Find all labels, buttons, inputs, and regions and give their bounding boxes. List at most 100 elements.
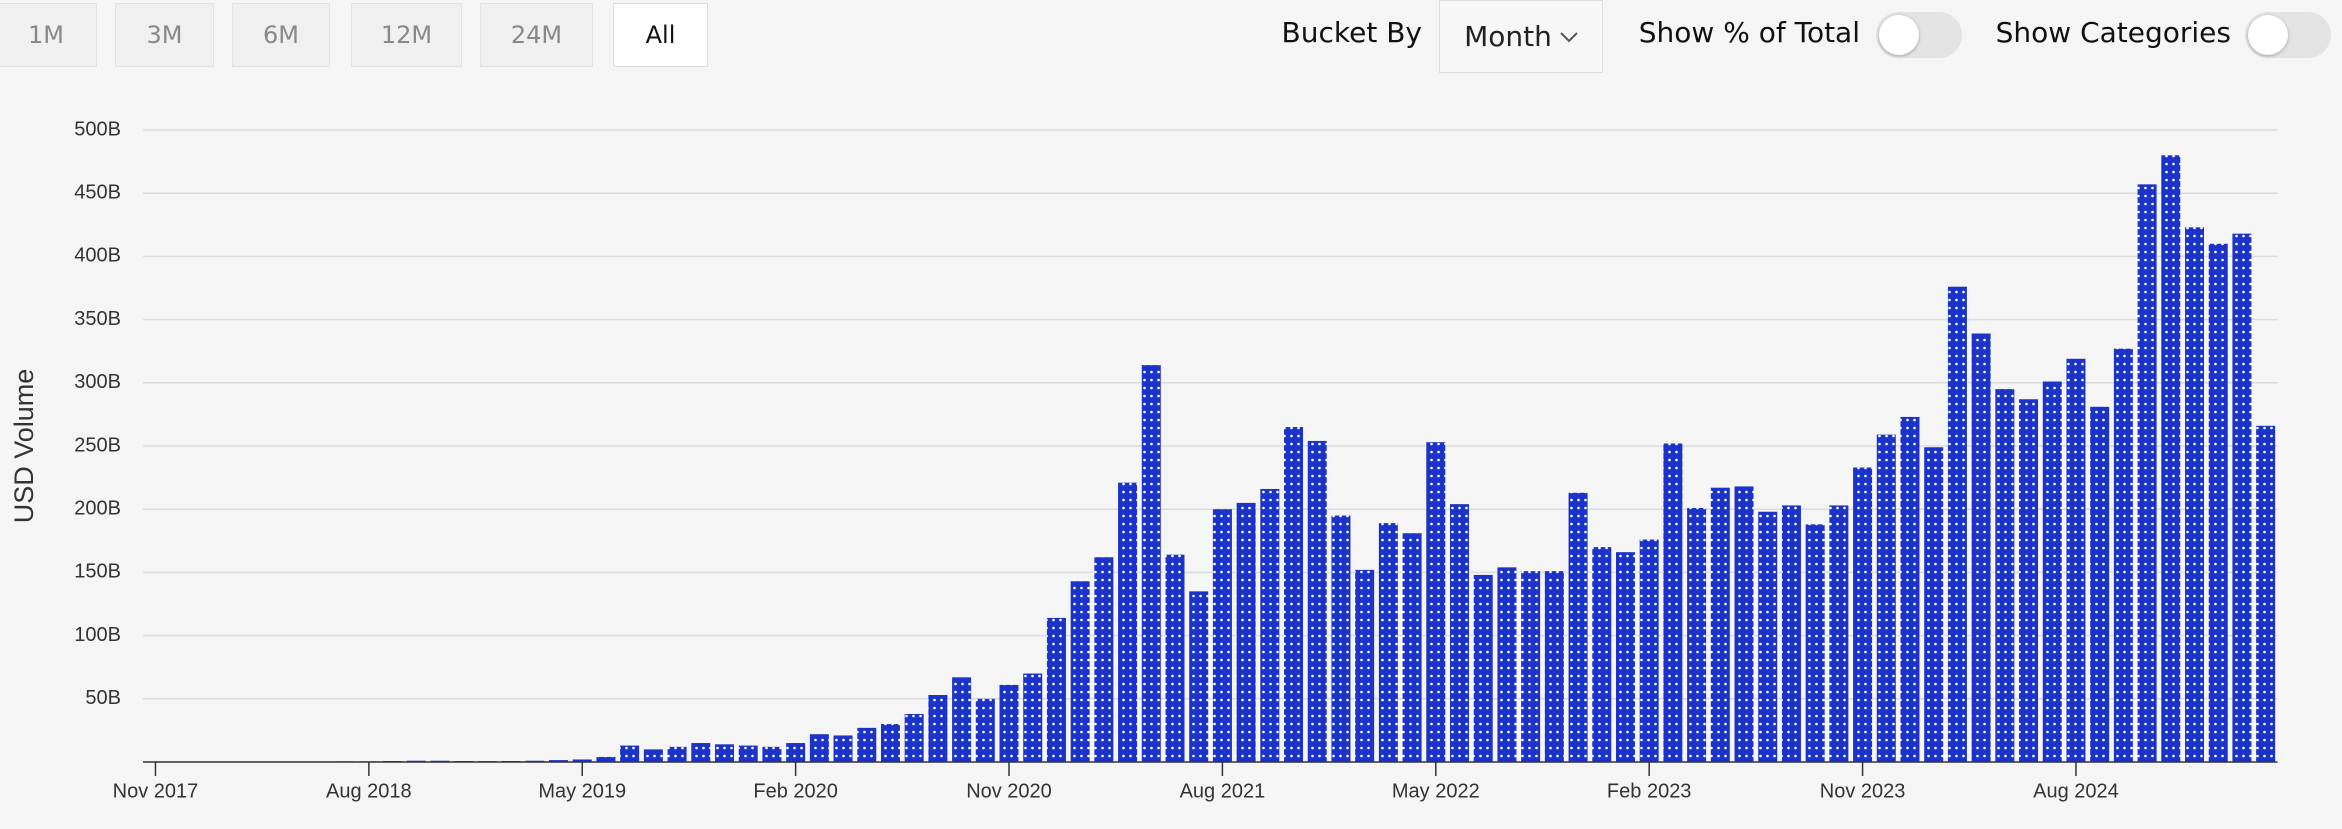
bar bbox=[762, 746, 782, 762]
range-button[interactable]: 6M bbox=[232, 3, 330, 67]
x-tick-label: Aug 2024 bbox=[2033, 780, 2119, 802]
range-button[interactable]: 12M bbox=[351, 3, 462, 67]
bar bbox=[1758, 511, 1778, 762]
bar bbox=[549, 760, 569, 762]
bar bbox=[1592, 547, 1612, 762]
bar bbox=[975, 698, 995, 762]
bar bbox=[1094, 557, 1114, 762]
bar bbox=[1687, 507, 1707, 762]
bar bbox=[1521, 571, 1541, 762]
bucket-value: Month bbox=[1464, 20, 1552, 53]
x-tick-label: Aug 2021 bbox=[1180, 780, 1266, 802]
y-tick-label: 300B bbox=[74, 371, 121, 393]
bar bbox=[1900, 416, 1920, 762]
toggle-label: Show Categories bbox=[1995, 16, 2231, 49]
bar bbox=[1165, 554, 1185, 762]
chevron bbox=[1560, 31, 1578, 42]
bar bbox=[1639, 539, 1659, 762]
y-tick-label: 100B bbox=[74, 624, 121, 646]
bar bbox=[880, 724, 900, 762]
bar bbox=[1212, 509, 1232, 762]
toggle[interactable] bbox=[1876, 12, 1962, 58]
bar bbox=[1378, 523, 1398, 762]
bar bbox=[1497, 567, 1517, 762]
bar bbox=[1260, 488, 1280, 762]
bar bbox=[809, 734, 829, 762]
y-tick-label: 250B bbox=[74, 434, 121, 456]
bar bbox=[1023, 673, 1043, 762]
y-tick-label: 500B bbox=[74, 118, 121, 140]
bar bbox=[1615, 552, 1635, 762]
bar bbox=[1355, 569, 1375, 762]
bar bbox=[1402, 533, 1422, 762]
bar bbox=[1995, 389, 2015, 762]
bar bbox=[1710, 487, 1730, 762]
bar bbox=[2042, 381, 2062, 762]
bar bbox=[1853, 467, 1873, 762]
bar bbox=[1544, 571, 1564, 762]
x-tick-label: Nov 2020 bbox=[966, 780, 1052, 802]
x-tick-label: Nov 2023 bbox=[1820, 780, 1906, 802]
bar bbox=[643, 749, 663, 762]
bar bbox=[620, 745, 640, 762]
toggle-label: Show % of Total bbox=[1638, 16, 1860, 49]
bar bbox=[1118, 482, 1138, 762]
bar bbox=[904, 713, 924, 762]
bar bbox=[738, 745, 758, 762]
bucket-label: Bucket By bbox=[1281, 16, 1422, 49]
bar bbox=[1734, 486, 1754, 762]
bar bbox=[952, 677, 972, 762]
x-tick-label: Nov 2017 bbox=[113, 780, 199, 802]
bar bbox=[691, 743, 711, 762]
bar bbox=[1805, 524, 1825, 762]
x-tick-label: Feb 2023 bbox=[1607, 780, 1692, 802]
bar bbox=[1947, 286, 1967, 762]
y-tick-label: 200B bbox=[74, 497, 121, 519]
bar bbox=[1141, 365, 1161, 762]
bar bbox=[2066, 358, 2086, 762]
bar bbox=[2161, 155, 2181, 762]
bar bbox=[1568, 492, 1588, 762]
bar bbox=[2090, 406, 2110, 762]
x-tick-label: Feb 2020 bbox=[753, 780, 838, 802]
bar bbox=[1971, 333, 1991, 762]
x-tick-label: May 2019 bbox=[538, 780, 626, 802]
bar bbox=[1924, 447, 1944, 762]
bar bbox=[1663, 443, 1683, 762]
bucket-dropdown[interactable]: Month bbox=[1439, 0, 1603, 73]
range-button[interactable]: 1M bbox=[0, 3, 97, 67]
x-tick-label: Aug 2018 bbox=[326, 780, 412, 802]
toggle[interactable] bbox=[2245, 12, 2331, 58]
bar bbox=[1781, 505, 1801, 762]
y-axis-label: USD Volume bbox=[9, 369, 39, 524]
range-button[interactable]: 3M bbox=[115, 3, 214, 67]
bar bbox=[1307, 440, 1327, 762]
bar bbox=[1331, 515, 1351, 762]
bar bbox=[2208, 243, 2228, 762]
bar bbox=[1284, 427, 1304, 762]
bar bbox=[2113, 348, 2133, 762]
bar bbox=[999, 684, 1019, 762]
x-tick-label: May 2022 bbox=[1392, 780, 1480, 802]
range-button[interactable]: All bbox=[613, 3, 708, 67]
range-button[interactable]: 24M bbox=[480, 3, 593, 67]
bar bbox=[2019, 399, 2039, 762]
bar bbox=[1473, 574, 1493, 762]
bar bbox=[857, 727, 877, 762]
bar bbox=[2232, 233, 2252, 762]
bar bbox=[2185, 227, 2205, 762]
bar bbox=[667, 746, 687, 762]
y-tick-label: 150B bbox=[74, 561, 121, 583]
bar bbox=[1450, 504, 1470, 762]
y-tick-label: 50B bbox=[85, 687, 121, 709]
bar bbox=[2256, 425, 2276, 762]
bar bbox=[572, 759, 592, 762]
y-tick-label: 400B bbox=[74, 245, 121, 267]
bar bbox=[714, 744, 734, 762]
bar bbox=[1236, 502, 1256, 762]
y-tick-label: 350B bbox=[74, 308, 121, 330]
bar bbox=[1426, 442, 1446, 762]
bar bbox=[928, 695, 948, 762]
